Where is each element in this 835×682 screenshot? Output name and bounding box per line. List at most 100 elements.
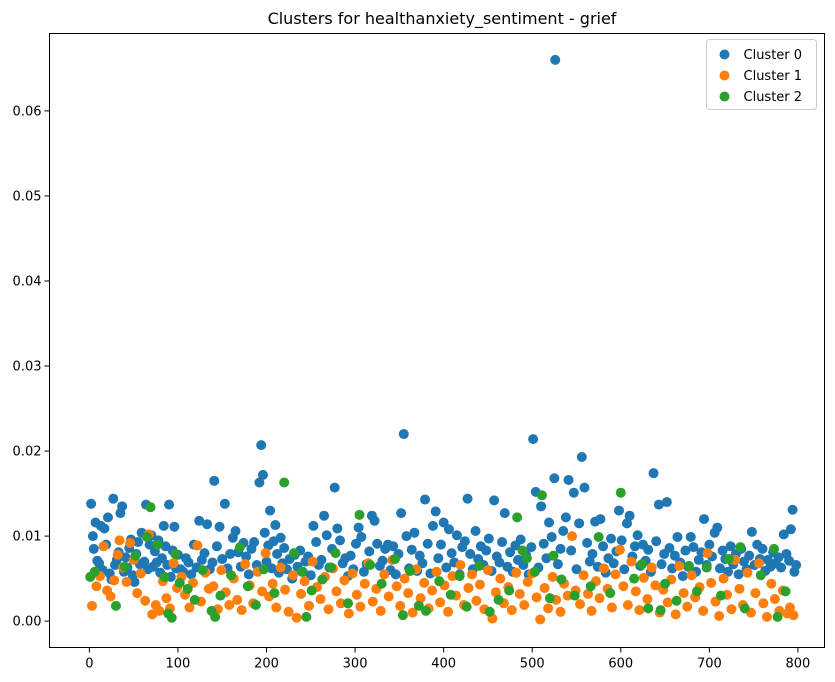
data-point — [769, 594, 780, 605]
data-point — [637, 559, 648, 570]
data-point — [574, 518, 585, 529]
data-point — [345, 550, 356, 561]
data-point — [531, 592, 542, 603]
data-point — [383, 591, 394, 602]
data-point — [463, 582, 474, 593]
data-point — [698, 605, 709, 616]
data-point — [169, 521, 180, 532]
legend-marker — [719, 49, 730, 60]
data-point — [339, 575, 350, 586]
data-point — [145, 502, 156, 513]
data-point — [243, 569, 254, 580]
data-point — [555, 543, 566, 554]
x-tick-label: 300 — [343, 657, 368, 672]
data-point — [568, 487, 579, 498]
data-point — [170, 548, 181, 559]
legend-box — [706, 39, 817, 110]
data-point — [260, 548, 271, 559]
data-point — [430, 506, 441, 517]
data-point — [474, 560, 485, 571]
data-point — [129, 577, 140, 588]
data-point — [438, 517, 449, 528]
data-point — [323, 604, 334, 615]
data-point — [447, 571, 458, 582]
data-point — [197, 565, 208, 576]
data-point — [258, 564, 269, 575]
data-point — [174, 577, 185, 588]
data-point — [347, 568, 358, 579]
data-point — [471, 595, 482, 606]
data-point — [558, 525, 569, 536]
data-point — [342, 598, 353, 609]
data-point — [598, 563, 609, 574]
data-point — [562, 590, 573, 601]
data-point — [230, 525, 241, 536]
x-tick-label: 700 — [697, 657, 722, 672]
data-point — [119, 561, 130, 572]
data-point — [435, 539, 446, 550]
data-point — [419, 577, 430, 588]
data-point — [712, 522, 723, 533]
data-point — [105, 591, 116, 602]
data-point — [375, 605, 386, 616]
data-point — [552, 559, 563, 570]
data-point — [305, 570, 316, 581]
data-point — [326, 562, 337, 573]
data-point — [317, 574, 328, 585]
data-point — [691, 586, 702, 597]
data-point — [699, 514, 710, 525]
data-point — [688, 542, 699, 553]
data-point — [296, 566, 307, 577]
data-point — [629, 573, 640, 584]
data-point — [651, 536, 662, 547]
data-point — [548, 550, 559, 561]
data-point — [420, 494, 431, 505]
data-point — [422, 538, 433, 549]
data-point — [343, 608, 354, 619]
data-point — [578, 570, 589, 581]
data-point — [234, 542, 245, 553]
data-point — [356, 531, 367, 542]
data-point — [634, 605, 645, 616]
data-point — [462, 493, 473, 504]
data-point — [493, 594, 504, 605]
data-point — [271, 602, 282, 613]
data-point — [365, 560, 376, 571]
data-point — [674, 560, 685, 571]
data-point — [526, 542, 537, 553]
data-point — [367, 596, 378, 607]
x-tick-label: 400 — [431, 657, 456, 672]
data-point — [773, 552, 784, 563]
data-point — [299, 576, 310, 587]
data-point — [401, 531, 412, 542]
data-point — [515, 534, 526, 545]
data-point — [417, 558, 428, 569]
data-point — [614, 505, 625, 516]
data-point — [683, 560, 694, 571]
data-point — [610, 569, 621, 580]
data-point — [211, 541, 222, 552]
data-point — [398, 429, 409, 440]
data-point — [372, 538, 383, 549]
data-point — [544, 593, 555, 604]
data-point — [269, 588, 280, 599]
data-point — [638, 572, 649, 583]
data-point — [550, 54, 561, 65]
y-tick-label: 0.06 — [13, 104, 42, 119]
data-point — [566, 545, 577, 556]
data-point — [512, 512, 523, 523]
data-point — [547, 571, 558, 582]
data-point — [184, 602, 195, 613]
data-point — [593, 531, 604, 542]
data-point — [757, 543, 768, 554]
data-point — [575, 599, 586, 610]
x-axis: 0 100 200 300 400 500 600 700 800 — [85, 647, 810, 672]
data-point — [655, 605, 666, 616]
data-point — [791, 560, 802, 571]
data-point — [335, 535, 346, 546]
y-axis: 0.00 0.01 0.02 0.03 0.04 0.05 0.06 — [13, 104, 50, 630]
data-point — [556, 574, 567, 585]
data-point — [569, 590, 580, 601]
data-point — [236, 605, 247, 616]
data-point — [377, 555, 388, 566]
